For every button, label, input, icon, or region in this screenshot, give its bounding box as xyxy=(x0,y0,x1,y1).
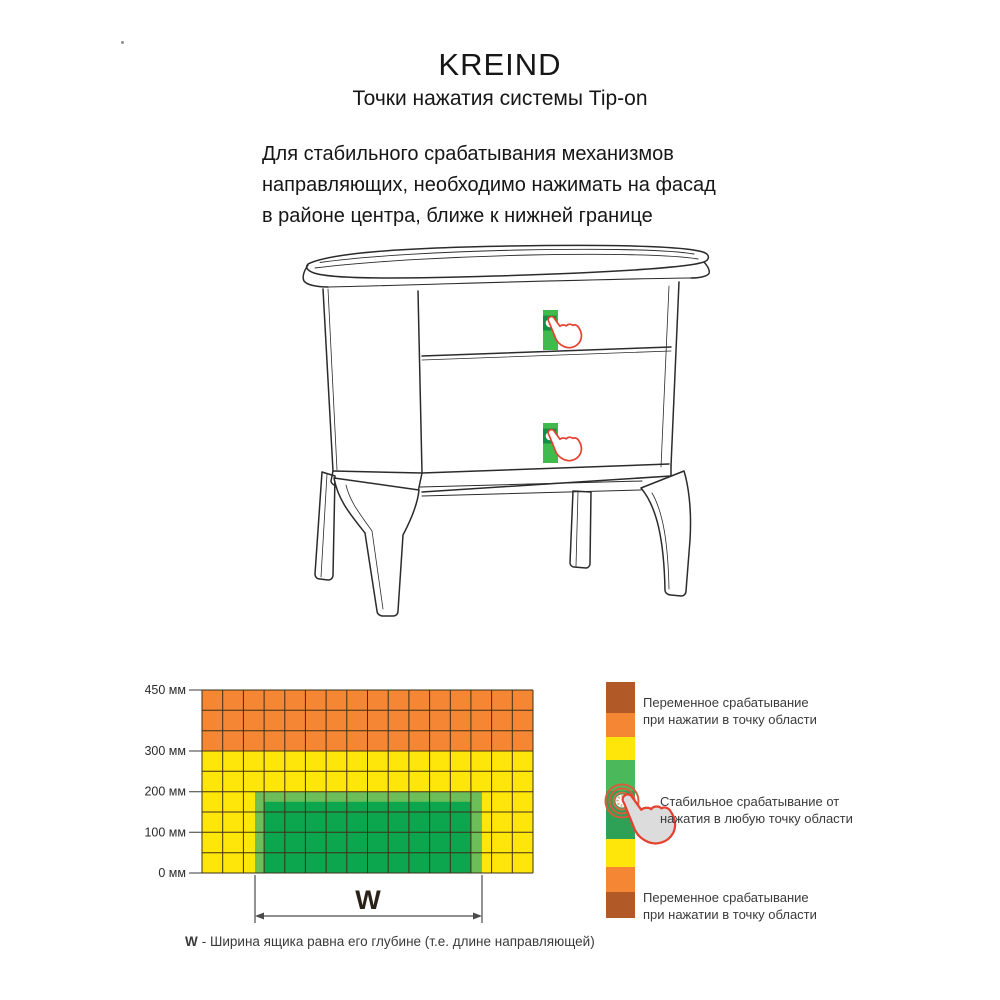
legend-item-line: Переменное срабатывание xyxy=(643,890,809,905)
legend-seg-brown-bottom xyxy=(606,892,635,918)
press-hand-icon-bottom xyxy=(547,428,583,462)
axis-tick-0: 0 мм xyxy=(158,866,186,880)
intro-line-2: направляющих, необходимо нажимать на фас… xyxy=(262,174,716,196)
legend-seg-orange-bottom xyxy=(606,867,635,892)
legend-item-line: Стабильное срабатывание от xyxy=(660,794,840,809)
legend-item-variable-bottom: Переменное срабатывание при нажатии в то… xyxy=(643,889,817,923)
legend-item-line: нажатия в любую точку области xyxy=(660,811,853,826)
axis-tick-lines xyxy=(189,689,202,874)
legend-seg-orange-top xyxy=(606,713,635,737)
print-speck xyxy=(121,41,124,44)
page-title: KREIND xyxy=(438,47,562,82)
legend-item-line: Переменное срабатывание xyxy=(643,695,809,710)
cabinet-illustration xyxy=(302,244,710,617)
axis-tick-450: 450 мм xyxy=(145,683,186,697)
axis-tick-300: 300 мм xyxy=(145,744,186,758)
legend-item-line: при нажатии в точку области xyxy=(643,712,817,727)
axis-tick-100: 100 мм xyxy=(145,825,186,839)
width-note-symbol: W xyxy=(185,934,198,949)
w-dimension-label: W xyxy=(355,885,381,915)
grid-lines-vertical xyxy=(201,690,534,873)
w-dimension-extension-lines xyxy=(254,875,483,923)
legend-item-stable: Стабильное срабатывание от нажатия в люб… xyxy=(660,793,853,827)
legend-item-line: при нажатии в точку области xyxy=(643,907,817,922)
width-note-text: - Ширина ящика равна его глубине (т.е. д… xyxy=(201,934,595,949)
cabinet-linework xyxy=(302,244,710,617)
press-hand-icon-top xyxy=(547,315,583,349)
grid-lines-horizontal xyxy=(202,689,533,874)
press-zone-chart: 450 мм 300 мм 200 мм 100 мм 0 мм W xyxy=(145,683,534,923)
press-hand-icon-legend xyxy=(621,793,677,845)
legend-seg-brown-top xyxy=(606,682,635,713)
legend-press-icon xyxy=(604,783,677,845)
legend-item-variable-top: Переменное срабатывание при нажатии в то… xyxy=(643,694,817,728)
intro-text: Для стабильного срабатывания механизмов … xyxy=(262,139,716,232)
intro-line-3: в районе центра, ближе к нижней границе xyxy=(262,205,653,227)
width-note: W- Ширина ящика равна его глубине (т.е. … xyxy=(185,934,595,949)
legend-seg-yellow-top xyxy=(606,737,635,760)
legend-seg-yellow-bottom xyxy=(606,839,635,867)
page-subtitle: Точки нажатия системы Tip-on xyxy=(352,87,648,110)
axis-tick-200: 200 мм xyxy=(145,785,186,799)
w-arrowhead-right xyxy=(473,912,482,920)
w-arrowhead-left xyxy=(255,912,264,920)
intro-line-1: Для стабильного срабатывания механизмов xyxy=(262,143,674,165)
